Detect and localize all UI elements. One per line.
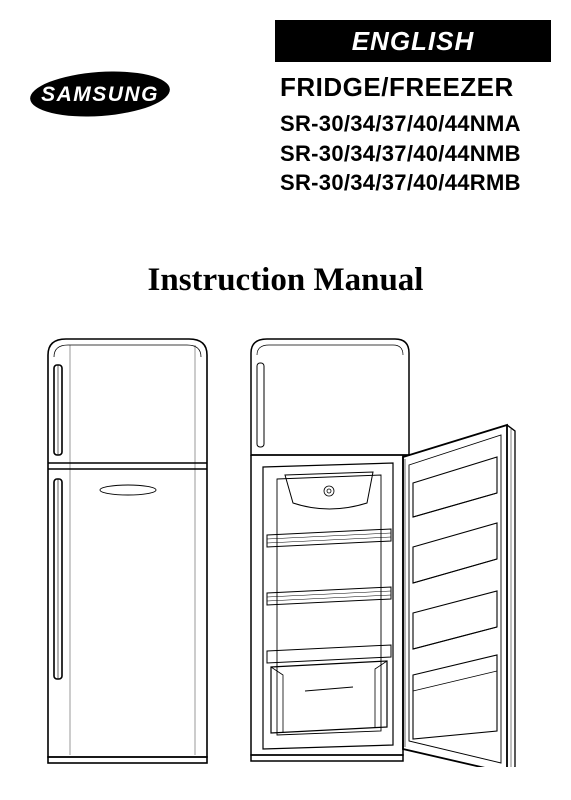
brand-logo: SAMSUNG xyxy=(28,70,173,118)
model-line-1: SR-30/34/37/40/44NMA xyxy=(280,109,521,139)
fridge-open-illustration xyxy=(245,335,545,767)
model-line-3: SR-30/34/37/40/44RMB xyxy=(280,168,521,198)
brand-logo-text: SAMSUNG xyxy=(41,83,159,106)
product-block: FRIDGE/FREEZER SR-30/34/37/40/44NMA SR-3… xyxy=(280,72,521,198)
manual-title: Instruction Manual xyxy=(0,262,571,299)
language-bar: ENGLISH xyxy=(275,20,551,62)
fridge-closed-illustration xyxy=(40,335,215,767)
model-line-2: SR-30/34/37/40/44NMB xyxy=(280,139,521,169)
language-label: ENGLISH xyxy=(352,26,475,57)
product-title: FRIDGE/FREEZER xyxy=(280,72,521,103)
